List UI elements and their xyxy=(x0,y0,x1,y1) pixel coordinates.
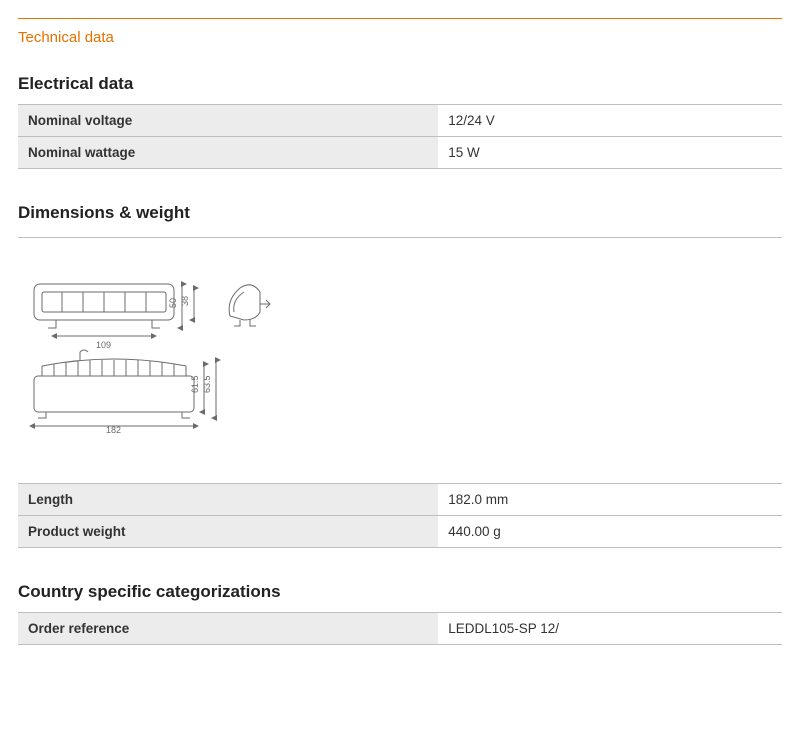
table-row: Order reference LEDDL105-SP 12/ xyxy=(18,613,782,645)
section-rule xyxy=(18,237,782,238)
row-label: Length xyxy=(18,484,438,516)
row-label: Order reference xyxy=(18,613,438,645)
row-value: 440.00 g xyxy=(438,516,782,548)
table-row: Nominal wattage 15 W xyxy=(18,137,782,169)
row-label: Nominal voltage xyxy=(18,105,438,137)
dim-label: 61.5 xyxy=(190,375,200,393)
dim-label: 182 xyxy=(106,425,121,433)
electrical-heading: Electrical data xyxy=(18,68,782,104)
dim-label: 109 xyxy=(96,340,111,350)
country-heading: Country specific categorizations xyxy=(18,576,782,612)
table-row: Product weight 440.00 g xyxy=(18,516,782,548)
row-value: LEDDL105-SP 12/ xyxy=(438,613,782,645)
electrical-table: Nominal voltage 12/24 V Nominal wattage … xyxy=(18,104,782,169)
country-table: Order reference LEDDL105-SP 12/ xyxy=(18,612,782,645)
dimensions-table: Length 182.0 mm Product weight 440.00 g xyxy=(18,483,782,548)
row-value: 182.0 mm xyxy=(438,484,782,516)
row-value: 12/24 V xyxy=(438,105,782,137)
row-label: Product weight xyxy=(18,516,438,548)
dim-label: 63.5 xyxy=(202,375,212,393)
row-value: 15 W xyxy=(438,137,782,169)
table-row: Length 182.0 mm xyxy=(18,484,782,516)
dimension-diagram: 109 50 38 182 61.5 63.5 xyxy=(18,278,782,483)
dim-label: 50 xyxy=(168,298,178,308)
table-row: Nominal voltage 12/24 V xyxy=(18,105,782,137)
dim-label: 38 xyxy=(180,296,190,306)
page-title: Technical data xyxy=(18,19,782,68)
row-label: Nominal wattage xyxy=(18,137,438,169)
dimensions-heading: Dimensions & weight xyxy=(18,197,782,233)
